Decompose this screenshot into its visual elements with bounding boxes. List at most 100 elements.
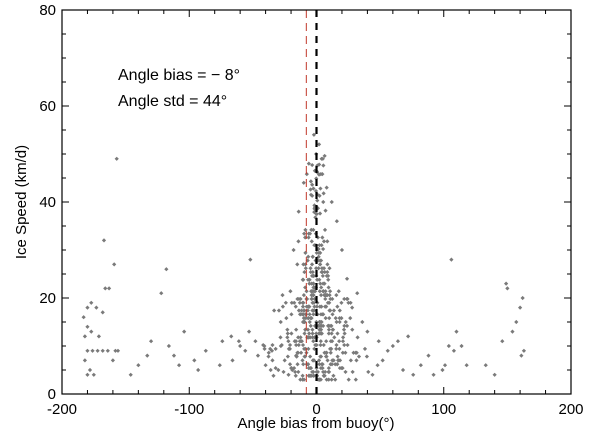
data-point [319, 243, 324, 248]
data-point [294, 354, 299, 359]
data-point [343, 369, 348, 375]
data-point [311, 273, 316, 279]
data-point [310, 293, 316, 298]
data-point [324, 339, 329, 344]
data-point [316, 250, 322, 255]
x-tick-label: -200 [47, 401, 77, 418]
data-point [296, 308, 302, 313]
data-point [296, 369, 301, 375]
data-point [313, 215, 318, 220]
data-point [353, 377, 358, 382]
data-point [105, 348, 110, 353]
data-point [331, 373, 336, 378]
data-point [314, 331, 319, 336]
x-tick-label: 200 [558, 401, 583, 418]
data-point [330, 358, 335, 363]
data-point [312, 335, 317, 340]
data-point [246, 329, 252, 334]
data-point [504, 281, 509, 286]
data-point [310, 254, 315, 259]
data-point [313, 342, 318, 348]
data-point [510, 329, 515, 334]
data-point [314, 369, 319, 375]
data-point [454, 329, 459, 334]
data-point [341, 327, 347, 332]
data-point [317, 304, 323, 309]
data-point [296, 209, 301, 214]
data-point [362, 346, 368, 351]
data-point [306, 316, 311, 321]
data-point [308, 187, 313, 192]
data-point [298, 335, 303, 340]
data-point [287, 342, 293, 348]
data-point [302, 269, 307, 275]
data-point [380, 358, 385, 363]
data-point [288, 289, 293, 294]
y-tick-label: 0 [48, 386, 56, 403]
data-point [500, 339, 505, 344]
data-point [431, 372, 436, 377]
points-layer [81, 132, 527, 382]
data-point [376, 339, 381, 344]
y-tick-label: 80 [39, 2, 56, 19]
data-point [312, 209, 317, 215]
data-point [301, 319, 306, 325]
data-point [307, 312, 312, 317]
data-point [293, 369, 298, 375]
reference-lines [305, 10, 318, 394]
data-point [112, 262, 117, 267]
data-point [323, 316, 328, 321]
data-point [326, 327, 332, 332]
data-point [346, 377, 351, 382]
data-point [348, 358, 353, 363]
data-point [287, 362, 293, 367]
data-point [514, 319, 519, 325]
data-point [115, 348, 121, 353]
data-point [326, 285, 331, 290]
data-point [271, 373, 276, 378]
data-point [315, 198, 320, 203]
data-point [326, 365, 331, 371]
data-point [304, 289, 309, 294]
data-point [306, 304, 311, 309]
data-point [334, 219, 339, 224]
data-point [110, 358, 115, 363]
data-point [446, 343, 451, 349]
data-point [236, 339, 241, 344]
data-point [308, 354, 313, 359]
data-point [316, 331, 322, 336]
data-point [301, 293, 307, 298]
data-point [298, 377, 303, 382]
data-point [459, 343, 464, 349]
data-point [311, 281, 316, 286]
data-point [85, 305, 90, 310]
data-point [300, 377, 305, 382]
data-point [285, 331, 290, 336]
data-point [255, 353, 261, 358]
data-point [329, 377, 334, 382]
data-point [328, 346, 333, 351]
data-point [101, 238, 107, 243]
data-point [238, 343, 243, 349]
data-point [321, 199, 326, 205]
data-point [313, 188, 319, 194]
data-point [330, 312, 335, 317]
data-point [309, 239, 314, 244]
data-point [89, 300, 94, 305]
data-point [278, 335, 283, 340]
data-point [280, 293, 285, 298]
data-point [321, 281, 326, 286]
data-point [337, 308, 342, 313]
data-point [100, 310, 105, 315]
data-point [289, 331, 294, 336]
data-point [317, 262, 323, 267]
data-point [320, 235, 325, 240]
data-point [322, 153, 327, 159]
data-point [327, 300, 332, 305]
data-point [318, 342, 323, 348]
data-point [312, 346, 317, 351]
data-point [348, 300, 353, 305]
data-point [329, 199, 334, 205]
data-point [449, 257, 454, 262]
data-point [306, 362, 311, 367]
